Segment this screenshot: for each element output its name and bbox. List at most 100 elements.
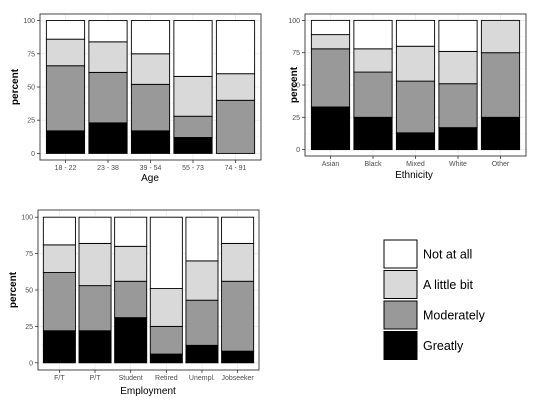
bar-segment [395,19,436,47]
bar-segment [438,127,478,151]
legend-label: Greatly [423,339,464,353]
x-tick-label: 74 - 91 [225,165,247,172]
x-tick-label: Other [492,161,510,168]
x-tick-label: F/T [54,375,65,382]
bar-segment [45,65,86,132]
bar-segment [114,245,148,282]
bar-segment [310,19,351,36]
bar-segment [221,242,255,282]
bar-segment [45,130,86,154]
y-axis-title: percent [8,271,19,308]
legend-label: Moderately [423,309,486,323]
x-tick-label: Jobseeker [221,375,254,382]
legend-label: A little bit [423,278,474,292]
bar-segment [149,325,183,355]
bar-segment [149,288,183,327]
bar-segment [173,137,213,154]
y-axis-title: percent [10,68,21,105]
chart-panel: 0 25 50 75 100 18 - 22 23 - 38 39 - 54 55 - 73 74… [10,13,262,184]
bar-segment [45,20,86,40]
bar-segment [353,71,393,118]
y-tick-label: 25 [292,115,300,122]
bar-segment [480,19,521,54]
y-tick-label: 75 [25,251,33,258]
bar-segment [221,350,255,364]
x-tick-label: 18 - 22 [55,165,77,172]
x-tick-label: Unempl. [189,375,215,382]
legend-swatch [383,239,418,269]
bar-segment [185,344,219,364]
legend: Not at all A little bit Moderately Greatly [383,239,486,360]
bar-segment [42,216,76,246]
chart-panel: 0 25 50 75 100 Asian Black Mixed White Other Ethni… [288,13,527,181]
bar-segment [149,216,183,289]
bar-segment [78,216,112,244]
bar-segment [215,73,256,101]
bar-segment [480,116,521,151]
bar-segment [185,299,219,346]
bar-segment [480,52,521,118]
bar-segment [149,353,183,364]
bar-segment [88,122,128,154]
y-tick-label: 50 [27,85,35,92]
bar-segment [395,80,436,134]
y-tick-label: 0 [29,360,33,367]
y-tick-label: 0 [31,151,35,158]
bar-segment [88,41,128,73]
x-tick-label: Asian [322,161,340,168]
charts-container: 0 25 50 75 100 18 - 22 23 - 38 39 - 54 55 - 73 74… [8,13,527,397]
bar-segment [395,132,436,151]
bar-segment [185,216,219,262]
bar-segment [114,280,148,319]
bar-segment [130,20,171,55]
bar-segment [42,330,76,364]
bar-segment [310,34,351,50]
bar-segment [215,99,256,154]
y-tick-label: 0 [296,147,300,154]
y-tick-label: 25 [27,118,35,125]
x-tick-label: 39 - 54 [140,165,162,172]
bar-segment [438,50,478,85]
bar-segment [88,71,128,124]
bar-segment [221,280,255,352]
x-tick-label: 23 - 38 [97,165,119,172]
bar-segment [130,83,171,132]
x-tick-label: P/T [90,375,102,382]
x-tick-label: White [449,161,467,168]
bar-segment [42,272,76,332]
chart-panel: 0 25 50 75 100 F/T P/T Student Retired Unempl. Job… [8,209,260,397]
y-tick-label: 100 [23,18,35,25]
y-tick-label: 50 [292,83,300,90]
bar-segment [221,216,255,244]
bar-segment [173,115,213,138]
bar-segment [173,75,213,117]
legend-label: Not at all [423,248,472,262]
x-tick-label: Student [119,375,143,382]
x-axis-title: Age [141,173,159,184]
y-tick-label: 75 [27,51,35,58]
bar-segment [185,260,219,301]
bar-segment [310,106,351,151]
x-tick-label: 55 - 73 [182,165,204,172]
bar-segment [130,130,171,154]
x-axis-title: Employment [120,386,176,397]
y-tick-label: 50 [25,288,33,295]
x-tick-label: Black [364,161,382,168]
bar-segment [353,116,393,151]
x-axis-title: Ethnicity [395,170,433,181]
bar-segment [114,317,148,364]
x-tick-label: Mixed [406,161,425,168]
bar-segment [45,38,86,67]
y-tick-label: 75 [292,50,300,57]
bar-segment [78,242,112,287]
y-axis-title: percent [289,66,300,103]
bar-segment [114,216,148,247]
bar-segment [78,285,112,332]
bar-segment [88,20,128,43]
bar-segment [353,48,393,73]
bar-segment [78,330,112,364]
legend-swatch [383,270,418,299]
y-tick-label: 100 [288,18,300,25]
bar-segment [438,19,478,52]
